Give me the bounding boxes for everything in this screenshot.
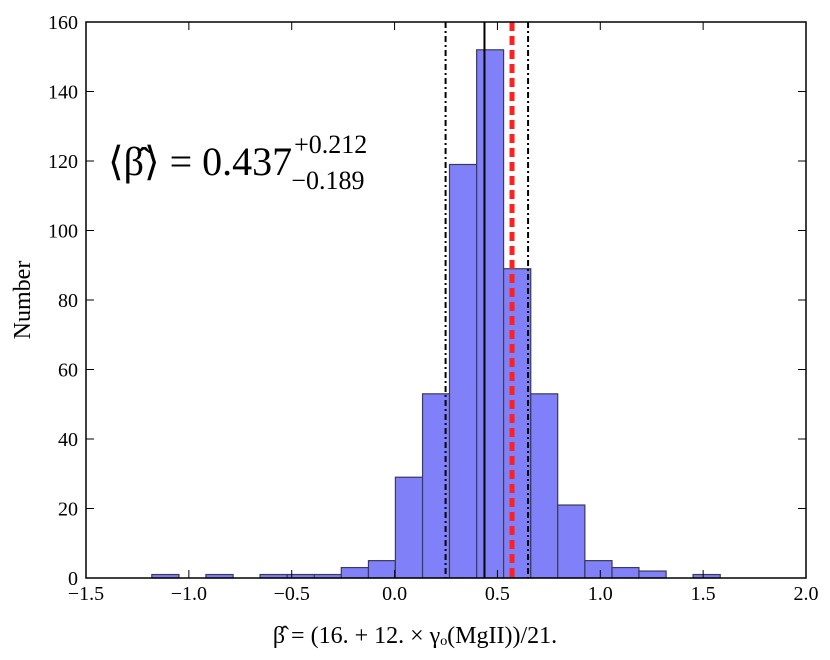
bar xyxy=(503,268,532,579)
y-tick-label: 120 xyxy=(48,151,78,173)
bar xyxy=(367,560,396,579)
x-tick-label: 1.0 xyxy=(588,583,613,605)
bar xyxy=(394,476,424,579)
x-tick-label: 2.0 xyxy=(794,583,819,605)
bar xyxy=(476,49,505,579)
y-tick-label: 20 xyxy=(58,499,78,521)
annotation: ⟨β̂⟩ = 0.437+0.212 −0.189 xyxy=(108,130,367,195)
x-tick-label: −1.5 xyxy=(68,583,104,605)
bar xyxy=(611,566,640,579)
y-tick-label: 160 xyxy=(48,12,78,34)
x-tick-label: −0.5 xyxy=(274,583,310,605)
annotation-main: ⟨β̂⟩ = 0.437 xyxy=(108,139,292,184)
bar xyxy=(448,163,478,579)
x-tick-label: 1.5 xyxy=(691,583,716,605)
bar xyxy=(340,566,370,579)
bar xyxy=(584,560,613,579)
y-tick-label: 140 xyxy=(48,82,78,104)
x-tick-label: −1.0 xyxy=(171,583,207,605)
y-axis-label: Number xyxy=(10,261,36,340)
x-tick-label: 0.5 xyxy=(485,583,510,605)
annotation-sup: +0.212 xyxy=(294,130,367,159)
bar xyxy=(557,504,586,579)
y-tick-label: 100 xyxy=(48,221,78,243)
bar xyxy=(638,570,667,579)
y-tick-label: 60 xyxy=(58,360,78,382)
y-tick-label: 40 xyxy=(58,429,78,451)
y-tick-label: 80 xyxy=(58,290,78,312)
annotation-sub: −0.189 xyxy=(291,166,364,195)
bar xyxy=(530,393,559,579)
y-tick-label: 0 xyxy=(68,568,78,590)
x-tick-label: 0.0 xyxy=(382,583,407,605)
x-axis-label: β̂ = (16. + 12. × γₒ(MgII))/21. xyxy=(273,623,557,649)
